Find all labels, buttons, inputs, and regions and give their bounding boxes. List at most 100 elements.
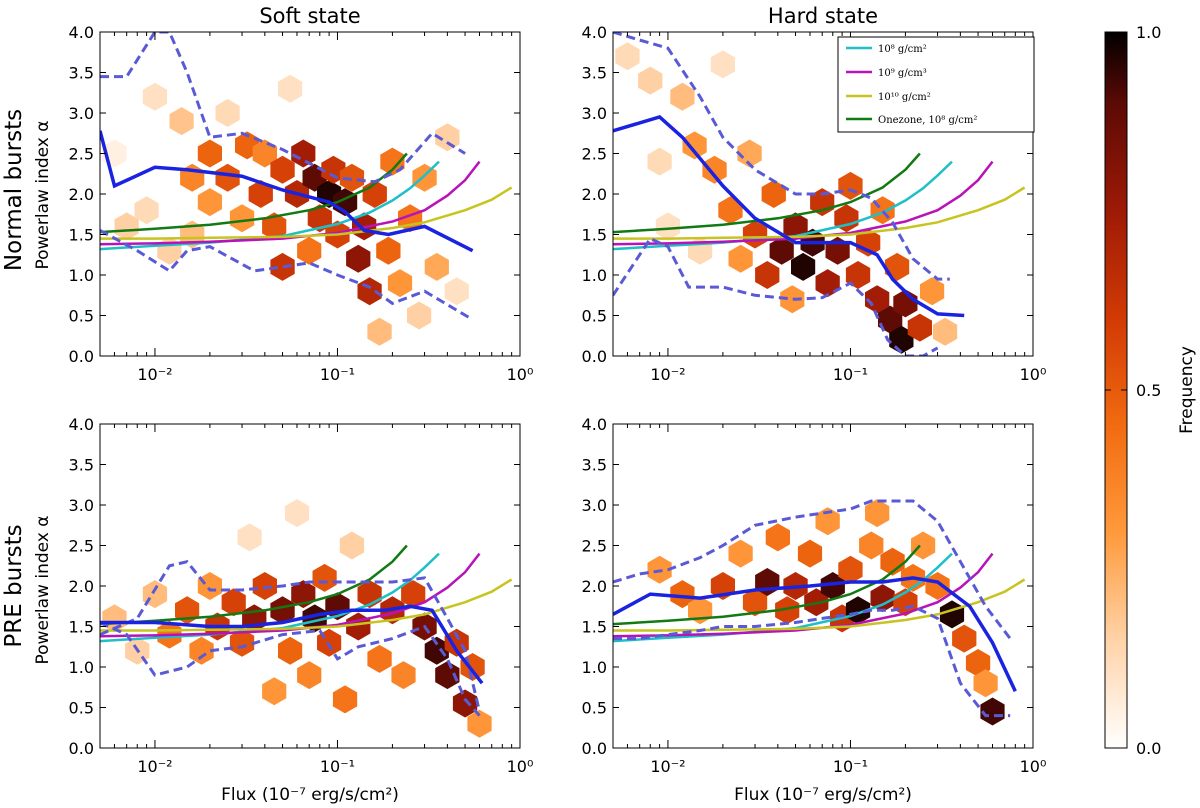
density-hex (278, 74, 303, 103)
x-tick-label: 10⁻¹ (320, 365, 355, 384)
density-hex (728, 244, 753, 273)
model-curve (613, 544, 921, 626)
y-tick-label: 0.5 (69, 699, 94, 718)
y-tick-label: 1.5 (582, 618, 607, 637)
x-tick-label: 10⁻² (137, 757, 172, 776)
density-hex (859, 531, 884, 560)
density-hex (312, 563, 337, 592)
density-hex (424, 636, 449, 665)
density-hex (435, 661, 460, 690)
density-hex (197, 572, 222, 600)
density-hex (939, 600, 965, 629)
lower-percentile-line (613, 236, 939, 356)
density-hex (845, 596, 871, 625)
model-curve (613, 160, 994, 246)
density-hex (252, 139, 277, 168)
y-tick-label: 2.5 (582, 145, 607, 164)
y-tick-label: 1.5 (69, 618, 94, 637)
density-hex (229, 628, 255, 657)
y-tick-label: 3.0 (582, 104, 607, 123)
x-tick-label: 10⁻² (650, 365, 685, 384)
density-hex (357, 277, 382, 306)
model-curve (613, 152, 921, 234)
column-title-hard: Hard state (768, 4, 878, 28)
density-hex (157, 236, 182, 265)
legend-box (837, 36, 1035, 133)
density-hex (911, 531, 936, 560)
density-hex (332, 685, 358, 714)
model-curve (100, 160, 481, 246)
density-hex (387, 269, 413, 298)
upper-percentile-line (100, 560, 481, 712)
density-hex (270, 155, 295, 184)
x-tick-label: 10⁻² (137, 365, 172, 384)
density-hex (380, 147, 405, 176)
panel-3: 0.0 0.5 1.0 1.5 2.0 2.5 3.0 3.5 4.0 10⁻² 10⁻¹ 10⁰ (69, 415, 534, 776)
density-hex (710, 50, 735, 79)
lower-percentile-line (613, 604, 1011, 718)
model-curve (100, 552, 481, 638)
y-tick-label: 2.5 (69, 145, 94, 164)
model-curve (613, 160, 953, 251)
density-hex (815, 269, 840, 298)
density-hex (688, 236, 713, 265)
density-hex (297, 661, 322, 690)
density-hex (615, 42, 640, 71)
density-hex (815, 507, 840, 536)
density-hex (270, 596, 295, 625)
density-hex (907, 313, 932, 342)
density-hex (321, 155, 346, 184)
y-tick-label: 0.0 (69, 347, 94, 366)
x-tick-label: 10⁻¹ (320, 757, 355, 776)
x-tick-label: 10⁻¹ (833, 757, 868, 776)
density-hex (248, 180, 273, 208)
plot-area (100, 32, 513, 346)
density-hex (197, 139, 222, 168)
panel-2: 0.0 0.5 1.0 1.5 2.0 2.5 3.0 3.5 4.0 10⁻² 10⁻¹ 10⁰ (582, 23, 1047, 384)
y-tick-label: 0.5 (582, 699, 607, 718)
density-hex (742, 588, 768, 617)
y-tick-label: 4.0 (69, 415, 94, 434)
lower-percentile-line (100, 621, 481, 717)
y-tick-label: 1.0 (582, 658, 607, 677)
density-hex (682, 131, 707, 160)
legend-label-4: Onezone, 10⁸ g/cm² (878, 115, 977, 126)
panel-4: 0.0 0.5 1.0 1.5 2.0 2.5 3.0 3.5 4.0 10⁻² 10⁻¹ 10⁰ (582, 415, 1047, 776)
model-curve (100, 578, 513, 632)
y-tick-label: 3.5 (582, 456, 607, 475)
density-hex (262, 677, 287, 706)
density-hex (775, 596, 800, 625)
density-hex (878, 305, 903, 334)
y-tick-label: 4.0 (69, 23, 94, 42)
plot-area (613, 32, 1026, 356)
y-tick-label: 1.0 (582, 266, 607, 285)
y-tick-label: 2.5 (582, 537, 607, 556)
density-hex (870, 584, 895, 613)
density-hex (718, 196, 743, 225)
density-hex (346, 612, 371, 641)
model-curve (613, 186, 1026, 240)
density-hex (467, 709, 492, 738)
x-tick-label: 10⁰ (1020, 757, 1047, 776)
density-hex (838, 555, 863, 584)
density-hex (215, 99, 240, 127)
y-tick-label: 1.0 (69, 266, 94, 285)
density-hex (262, 212, 287, 241)
xlabel-left: Flux (10⁻⁷ erg/s/cm²) (221, 785, 399, 805)
density-hex (670, 82, 695, 111)
y-tick-label: 3.0 (69, 496, 94, 515)
density-hex (452, 689, 478, 718)
y-tick-label: 3.0 (582, 496, 607, 515)
y-tick-label: 2.0 (69, 577, 94, 596)
density-hex (769, 236, 794, 265)
density-hex (973, 669, 998, 698)
legend-label-1: 10⁸ g/cm² (878, 44, 927, 55)
y-tick-label: 1.5 (582, 226, 607, 245)
plot-area (100, 499, 513, 738)
density-hex (670, 580, 695, 609)
density-hex (367, 317, 392, 346)
density-hex (791, 252, 816, 281)
density-hex (865, 499, 890, 528)
median-line (100, 130, 474, 253)
colorbar-tick-label-1: 1.0 (1136, 23, 1161, 42)
